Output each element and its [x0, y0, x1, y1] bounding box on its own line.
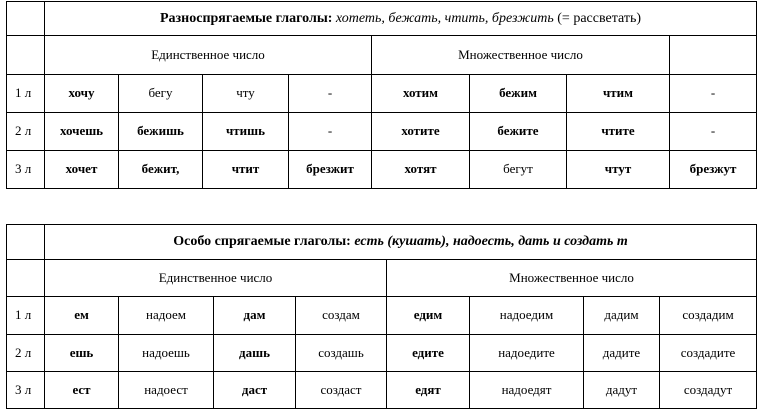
- verb-form: надоест: [118, 370, 214, 410]
- verb-form: дам: [213, 296, 296, 335]
- title-verbs: хотеть, бежать, чтить, брезжить: [335, 10, 554, 26]
- person-label: 1 л: [6, 296, 45, 335]
- verb-form: хочешь: [44, 112, 119, 151]
- verb-form: дадут: [583, 370, 660, 410]
- verb-form: создаст: [295, 370, 387, 410]
- title-bold: Разноспрягаемые глаголы:: [160, 10, 333, 26]
- verb-form: бежите: [469, 112, 567, 151]
- verb-form: бежит,: [118, 150, 203, 189]
- person-label: 2 л: [6, 333, 45, 372]
- table-row: 2 л хочешь бежишь чтишь - хотите бежите …: [6, 112, 758, 151]
- verb-form: чту: [202, 74, 289, 113]
- title-note: (= рассветать): [557, 10, 642, 26]
- verb-form: бегу: [118, 74, 203, 113]
- verb-form: едим: [386, 296, 470, 335]
- person-label: 3 л: [6, 150, 45, 189]
- verb-form: ест: [44, 370, 119, 410]
- verb-form: надоедим: [469, 296, 584, 335]
- table-row: 3 л хочет бежит, чтит брезжит хотят бегу…: [6, 150, 758, 189]
- table-row: 1 л хочу бегу чту - хотим бежим чтим -: [6, 74, 758, 113]
- verb-form: бежим: [469, 74, 567, 113]
- verb-form: создадите: [658, 333, 758, 372]
- verb-form: ешь: [44, 333, 119, 372]
- conjugation-table-2: Особо спрягаемые глаголы: есть (кушать),…: [6, 223, 758, 410]
- verb-form: -: [668, 112, 758, 151]
- verb-form: едите: [386, 333, 470, 372]
- table-title: Разноспрягаемые глаголы: хотеть, бежать,…: [43, 1, 758, 36]
- singular-header: Единственное число: [44, 259, 387, 298]
- verb-form: создам: [295, 296, 387, 335]
- verb-form: -: [668, 74, 758, 113]
- verb-form: ем: [44, 296, 119, 335]
- table-row: 2 л ешь надоешь дашь создашь едите надое…: [6, 333, 758, 372]
- verb-form: создадим: [658, 296, 758, 335]
- verb-form: даст: [213, 370, 296, 410]
- verb-form: чтишь: [202, 112, 289, 151]
- person-label: 1 л: [6, 74, 45, 113]
- plural-header: Множественное число: [371, 35, 670, 75]
- table-row: 3 л ест надоест даст создаст едят надоед…: [6, 370, 758, 410]
- verb-form: надоедят: [469, 370, 584, 410]
- verb-form: чтит: [202, 150, 289, 189]
- verb-form: создашь: [295, 333, 387, 372]
- verb-form: бежишь: [118, 112, 203, 151]
- verb-form: -: [288, 74, 372, 113]
- verb-form: надоедите: [469, 333, 584, 372]
- verb-form: брезжут: [668, 150, 758, 189]
- verb-form: чтут: [566, 150, 670, 189]
- verb-form: дашь: [213, 333, 296, 372]
- verb-form: чтим: [566, 74, 670, 113]
- corner-cell: [6, 35, 45, 75]
- verb-form: хотят: [371, 150, 470, 189]
- empty-header-cell: [668, 35, 758, 75]
- verb-form: надоешь: [118, 333, 214, 372]
- corner-cell: [6, 223, 45, 261]
- plural-header: Множественное число: [385, 259, 758, 298]
- verb-form: дадим: [583, 296, 660, 335]
- conjugation-table-1: Разноспрягаемые глаголы: хотеть, бежать,…: [6, 1, 758, 189]
- verb-form: хотите: [371, 112, 470, 151]
- title-verbs: есть (кушать), надоесть, дать и создать …: [354, 234, 628, 250]
- verb-form: хочет: [44, 150, 119, 189]
- verb-form: едят: [386, 370, 470, 410]
- verb-form: чтите: [566, 112, 670, 151]
- singular-header: Единственное число: [44, 35, 372, 75]
- verb-form: создадут: [658, 370, 758, 410]
- verb-form: надоем: [118, 296, 214, 335]
- table-row: 1 л ем надоем дам создам едим надоедим д…: [6, 296, 758, 335]
- verb-form: дадите: [583, 333, 660, 372]
- person-label: 3 л: [6, 370, 45, 410]
- corner-cell: [6, 259, 45, 298]
- verb-form: бегут: [469, 150, 567, 189]
- verb-form: -: [288, 112, 372, 151]
- verb-form: брезжит: [288, 150, 372, 189]
- verb-form: хотим: [371, 74, 470, 113]
- table-title: Особо спрягаемые глаголы: есть (кушать),…: [43, 223, 758, 261]
- corner-cell: [6, 1, 45, 36]
- person-label: 2 л: [6, 112, 45, 151]
- title-bold: Особо спрягаемые глаголы:: [173, 234, 351, 250]
- verb-form: хочу: [44, 74, 119, 113]
